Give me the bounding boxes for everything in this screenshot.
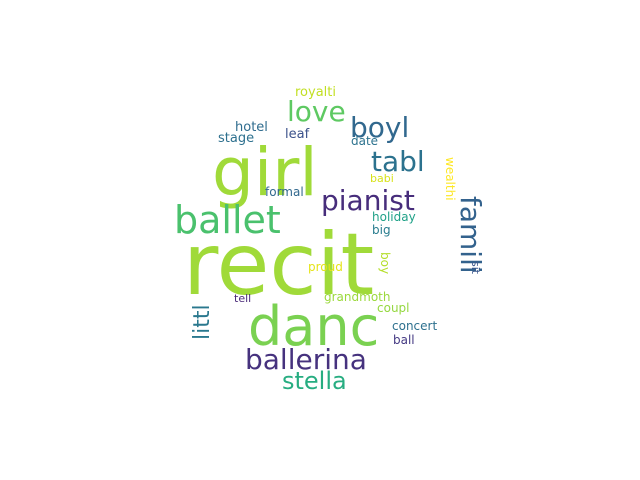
word-royalti: royalti bbox=[295, 85, 336, 100]
word-grandmoth: grandmoth bbox=[324, 290, 390, 304]
word-coupl: coupl bbox=[377, 301, 410, 315]
word-ballerina: ballerina bbox=[245, 343, 367, 376]
word-ballet: ballet bbox=[174, 198, 281, 242]
word-pianist: pianist bbox=[321, 184, 415, 217]
word-stella: stella bbox=[282, 367, 347, 395]
word-boyl: boyl bbox=[350, 111, 409, 144]
word-girl: girl bbox=[212, 134, 318, 211]
word-danc: danc bbox=[248, 295, 379, 358]
word-love: love bbox=[287, 95, 346, 128]
word-famili: famili bbox=[454, 196, 487, 274]
word-sit: sit bbox=[469, 261, 482, 275]
word-recit: recit bbox=[183, 215, 374, 315]
word-formal: formal bbox=[265, 185, 304, 199]
word-leaf: leaf bbox=[285, 127, 310, 142]
word-holiday: holiday bbox=[372, 210, 416, 224]
word-concert: concert bbox=[392, 319, 437, 333]
word-hotel: hotel bbox=[235, 120, 268, 135]
word-tabl: tabl bbox=[371, 145, 425, 178]
word-big: big bbox=[372, 223, 391, 237]
word-ball: ball bbox=[393, 333, 415, 347]
word-littl: littl bbox=[190, 304, 215, 340]
word-wealthi: wealthi bbox=[443, 157, 457, 201]
word-tell: tell bbox=[234, 292, 251, 305]
word-babi: babi bbox=[370, 172, 394, 185]
word-proud: proud bbox=[308, 260, 343, 274]
word-stage: stage bbox=[218, 131, 254, 146]
word-date: date bbox=[351, 134, 378, 148]
word-boy: boy bbox=[378, 252, 392, 274]
